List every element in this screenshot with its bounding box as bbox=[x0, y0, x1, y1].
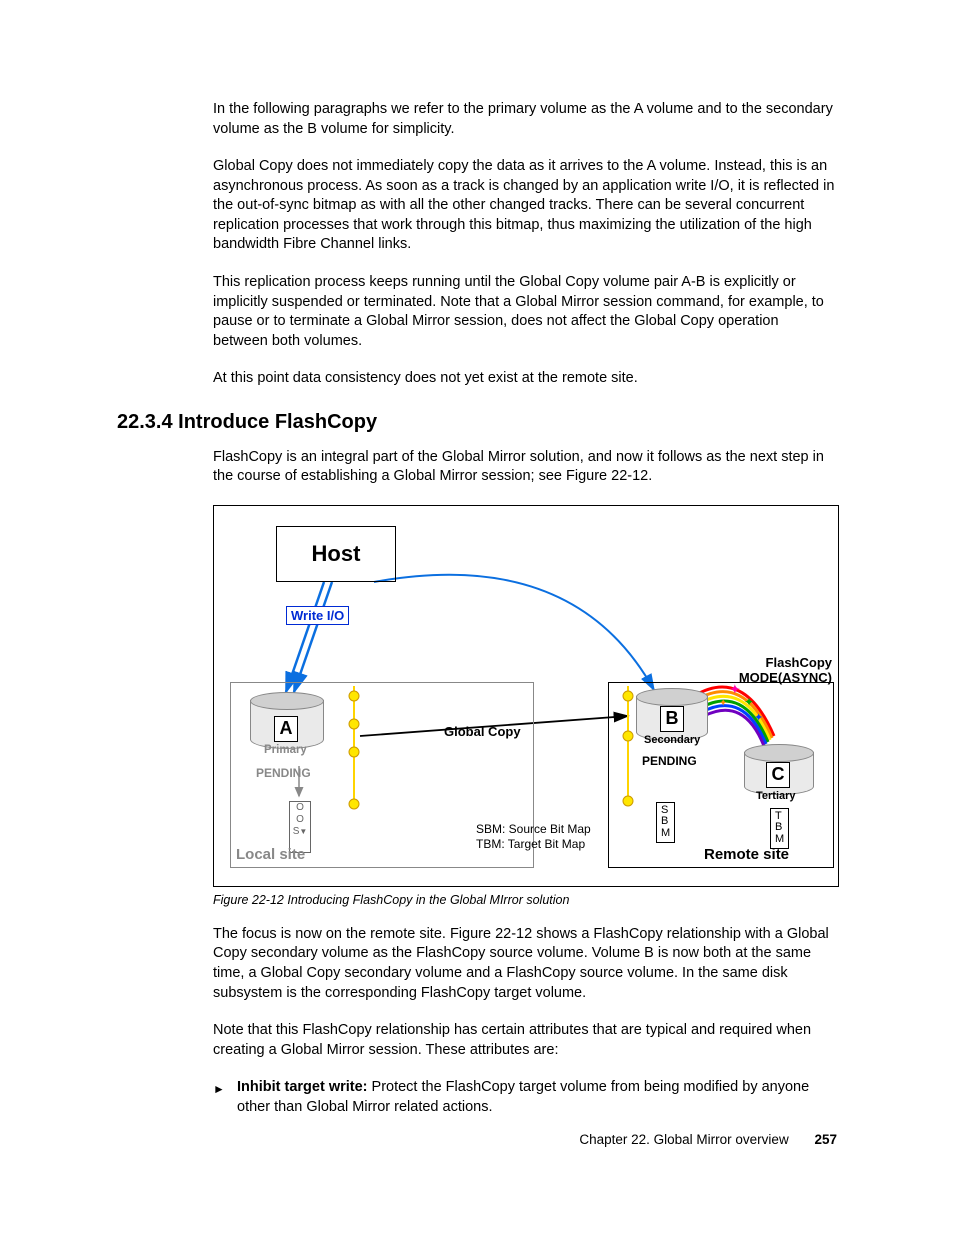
figure: ✦ ✦ ✦ ✦ Host Write I/O A Primary PENDING… bbox=[213, 505, 839, 887]
paragraph: Global Copy does not immediately copy th… bbox=[213, 157, 837, 255]
volume-a-role: Primary bbox=[264, 744, 307, 756]
figure-container: ✦ ✦ ✦ ✦ Host Write I/O A Primary PENDING… bbox=[213, 505, 837, 887]
paragraph: The focus is now on the remote site. Fig… bbox=[213, 925, 837, 1003]
local-site-label: Local site bbox=[236, 846, 305, 863]
host-box: Host bbox=[276, 526, 396, 582]
footer-page-number: 257 bbox=[814, 1132, 837, 1147]
paragraph: Note that this FlashCopy relationship ha… bbox=[213, 1021, 837, 1060]
paragraph: This replication process keeps running u… bbox=[213, 273, 837, 351]
figure-caption: Figure 22-12 Introducing FlashCopy in th… bbox=[213, 893, 837, 907]
footer-chapter: Chapter 22. Global Mirror overview bbox=[579, 1132, 788, 1147]
paragraph: FlashCopy is an integral part of the Glo… bbox=[213, 448, 837, 487]
paragraph: In the following paragraphs we refer to … bbox=[213, 100, 837, 139]
flashcopy-line1: FlashCopy bbox=[766, 655, 832, 670]
write-io-label: Write I/O bbox=[286, 606, 349, 625]
bullet-icon: ► bbox=[213, 1081, 225, 1097]
volume-a-status: PENDING bbox=[256, 766, 311, 780]
section-heading: 22.3.4 Introduce FlashCopy bbox=[117, 411, 837, 434]
page: In the following paragraphs we refer to … bbox=[0, 0, 954, 1177]
list-item-bold: Inhibit target write: bbox=[237, 1079, 368, 1095]
legend-sbm: SBM: Source Bit Map bbox=[476, 822, 591, 838]
global-copy-label: Global Copy bbox=[444, 724, 521, 739]
volume-a-letter: A bbox=[274, 716, 298, 742]
list-item: ► Inhibit target write: Protect the Flas… bbox=[213, 1078, 837, 1117]
remote-site-box bbox=[608, 682, 834, 868]
page-footer: Chapter 22. Global Mirror overview 257 bbox=[579, 1132, 837, 1147]
bitmap-legend: SBM: Source Bit Map TBM: Target Bit Map bbox=[476, 822, 591, 853]
legend-tbm: TBM: Target Bit Map bbox=[476, 837, 591, 853]
remote-site-label: Remote site bbox=[704, 846, 789, 863]
paragraph: At this point data consistency does not … bbox=[213, 369, 837, 389]
